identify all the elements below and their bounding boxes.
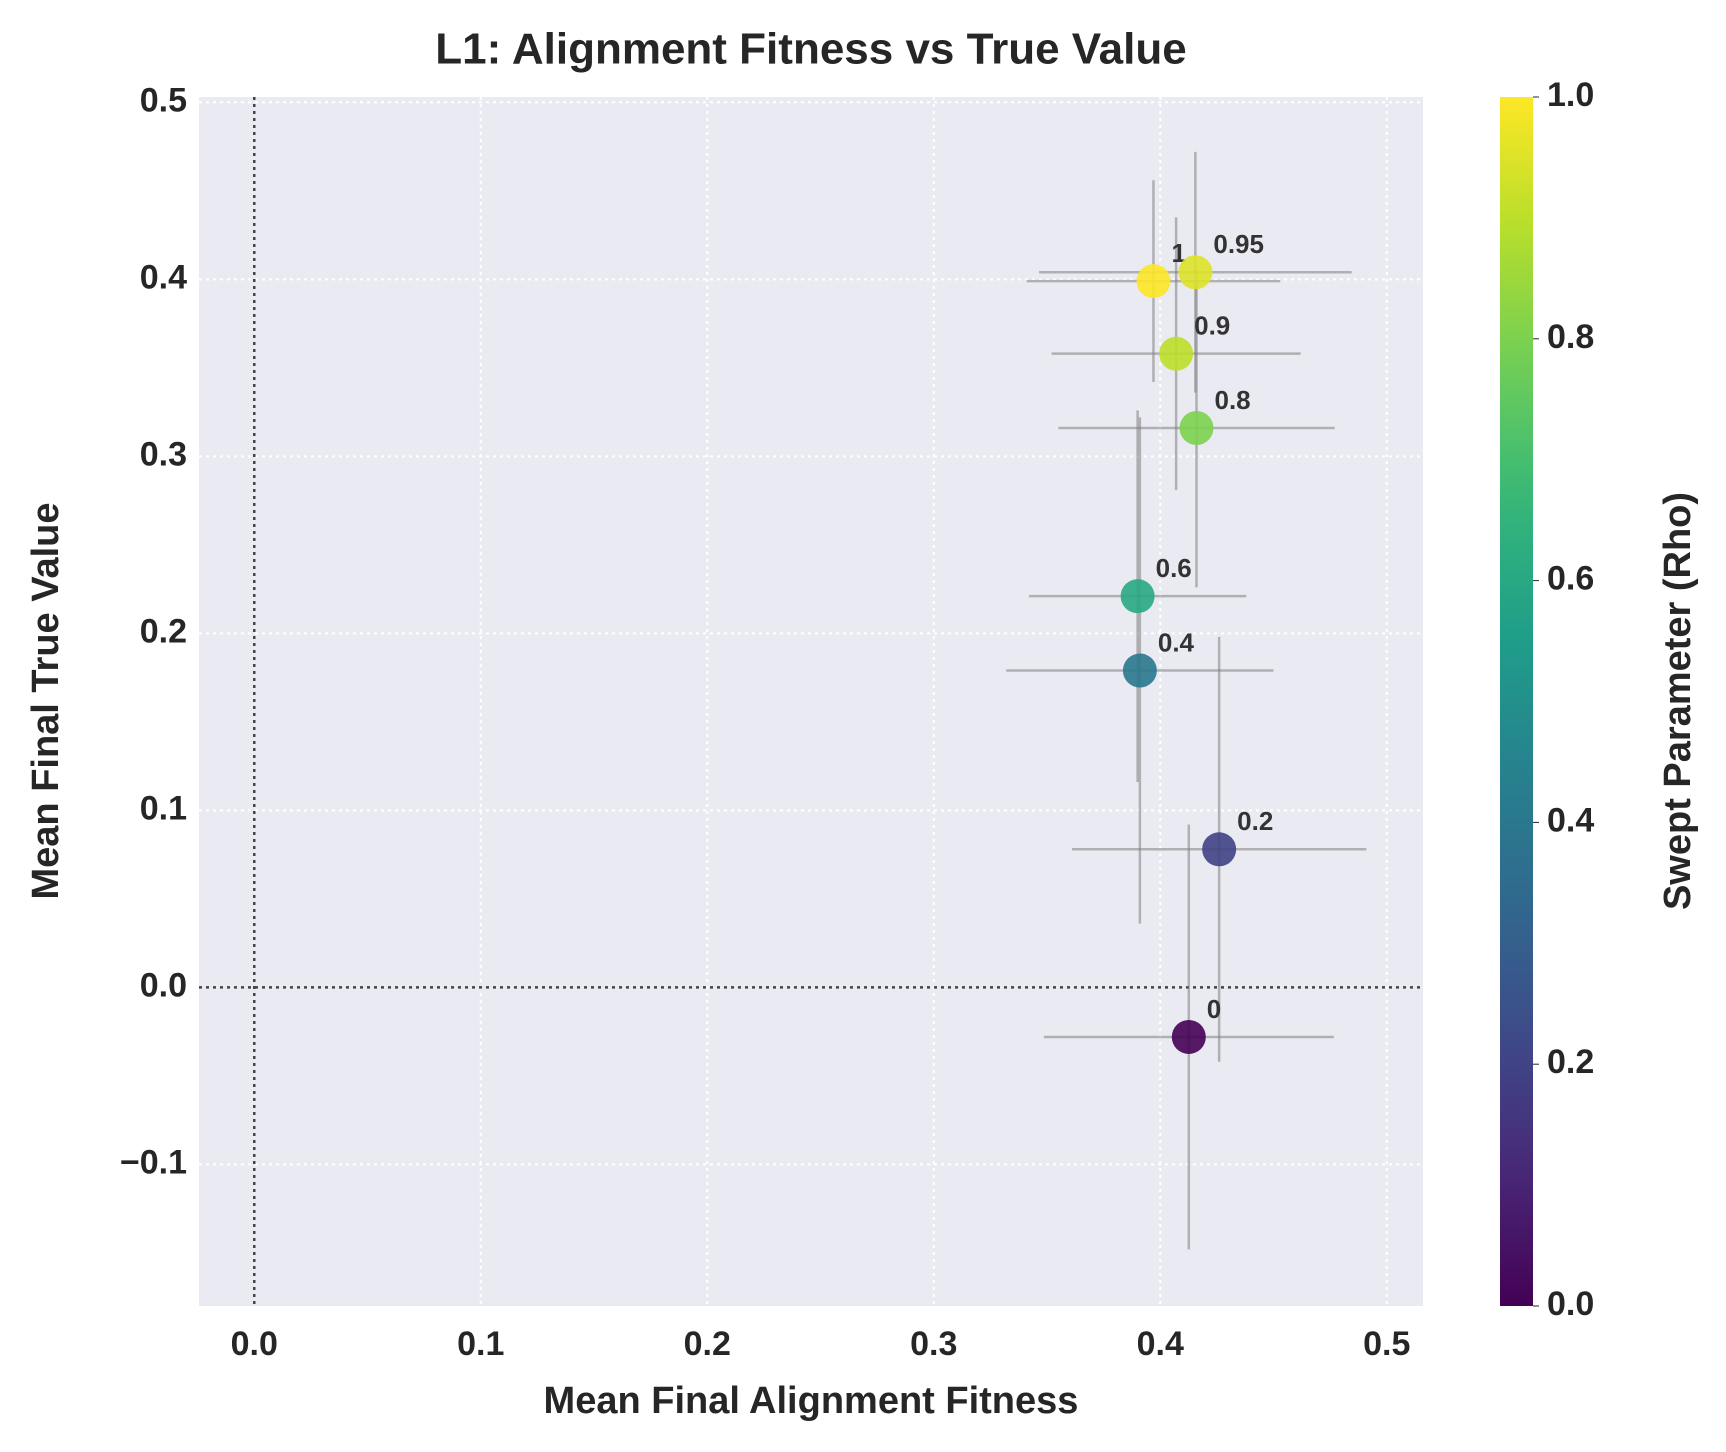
point-label: 0.2	[1237, 806, 1273, 836]
point	[1171, 1019, 1206, 1054]
point-label: 0.8	[1215, 385, 1251, 415]
point-label: 0.95	[1213, 229, 1264, 259]
colorbar-tick-label: 0.8	[1547, 318, 1594, 356]
x-tick-label: 0.0	[231, 1325, 278, 1363]
colorbar-tick-label: 0.2	[1547, 1043, 1594, 1081]
point	[1178, 255, 1213, 290]
x-tick-label: 0.4	[1137, 1325, 1184, 1363]
colorbar	[1500, 97, 1533, 1306]
x-tick-label: 0.5	[1363, 1325, 1410, 1363]
point-label: 1	[1171, 238, 1185, 268]
point	[1179, 411, 1214, 446]
x-tick-label: 0.2	[684, 1325, 731, 1363]
point	[1122, 653, 1157, 688]
point-label: 0	[1207, 994, 1221, 1024]
y-tick-label: 0.0	[140, 966, 187, 1004]
x-tick-label: 0.1	[457, 1325, 504, 1363]
point-label: 0.6	[1156, 553, 1192, 583]
colorbar-tick-label: 0.4	[1547, 801, 1594, 839]
point	[1120, 579, 1155, 614]
y-tick-label: 0.3	[140, 435, 187, 473]
x-axis-label: Mean Final Alignment Fitness	[544, 1380, 1079, 1422]
y-tick-label: 0.2	[140, 612, 187, 650]
x-tick-label: 0.3	[910, 1325, 957, 1363]
colorbar-tick-label: 0.6	[1547, 560, 1594, 598]
chart-title: L1: Alignment Fitness vs True Value	[435, 25, 1186, 74]
y-tick-label: 0.4	[140, 258, 187, 296]
y-tick-label: 0.5	[140, 81, 187, 119]
y-axis-label: Mean Final True Value	[25, 502, 67, 899]
colorbar-tick-label: 1.0	[1547, 76, 1594, 114]
point-label: 0.9	[1194, 311, 1230, 341]
point	[1159, 336, 1194, 371]
colorbar-label: Swept Parameter (Rho)	[1657, 492, 1699, 910]
point	[1136, 264, 1171, 299]
y-tick-label: −0.1	[120, 1143, 187, 1181]
point-label: 0.4	[1158, 627, 1195, 657]
point	[1202, 832, 1237, 867]
colorbar-tick-label: 0.0	[1547, 1285, 1594, 1323]
y-tick-label: 0.1	[140, 789, 187, 827]
